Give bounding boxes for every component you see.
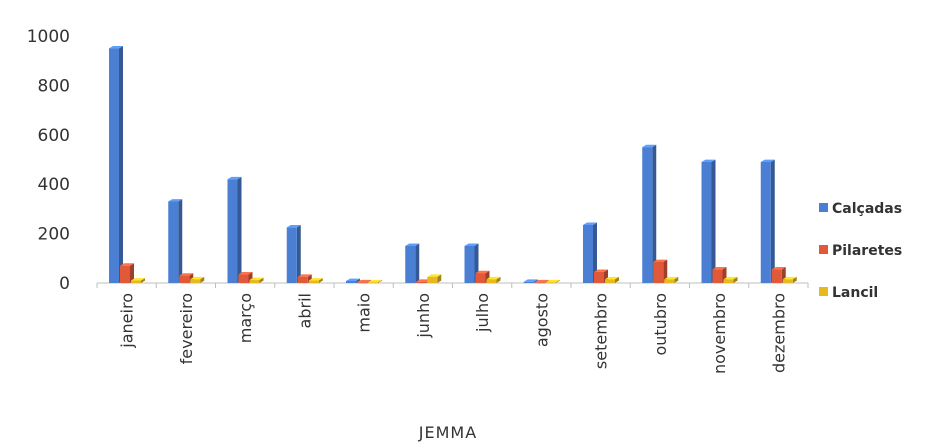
legend-label: Pilaretes (832, 243, 902, 259)
x-tick-label: novembro (710, 293, 729, 374)
bar-pilaretes-7 (534, 279, 549, 284)
bar-caladas-10 (701, 159, 716, 283)
bar-lancil-0 (131, 278, 145, 283)
bar-lancil-7 (545, 279, 560, 284)
y-tick-label: 0 (59, 274, 70, 294)
legend-swatch (819, 287, 828, 296)
bar-caladas-5 (405, 243, 420, 283)
bar-caladas-0 (109, 45, 123, 284)
legend-label: Lancil (832, 285, 878, 301)
bar-lancil-9 (664, 276, 679, 283)
bar-caladas-2 (227, 176, 242, 283)
x-tick-label: março (236, 293, 255, 343)
x-tick-label: dezembro (769, 293, 788, 373)
x-tick-label: setembro (592, 293, 611, 369)
legend-swatch (819, 203, 828, 212)
bar-lancil-2 (249, 277, 264, 283)
x-tick-label: abril (295, 293, 314, 328)
bar-pilaretes-4 (357, 279, 371, 284)
bar-pilaretes-11 (771, 267, 786, 283)
legend-item: Lancil (819, 285, 878, 301)
x-tick-label: fevereiro (177, 293, 196, 364)
bar-lancil-3 (308, 278, 323, 283)
bar-pilaretes-9 (653, 259, 668, 283)
bar-caladas-9 (642, 144, 657, 283)
bar-lancil-10 (723, 276, 738, 283)
x-tick-label: janeiro (118, 293, 137, 349)
y-tick-label: 200 (38, 225, 70, 245)
y-tick-label: 1000 (27, 27, 70, 47)
bar-lancil-1 (190, 276, 205, 283)
legend-item: Pilaretes (819, 243, 902, 259)
legend-label: Calçadas (832, 201, 902, 217)
x-tick-label: outubro (651, 293, 670, 356)
x-tick-label: agosto (532, 293, 551, 347)
bar-lancil-6 (486, 276, 501, 283)
bar-lancil-5 (427, 274, 442, 283)
bar-caladas-4 (346, 278, 360, 283)
bar-lancil-8 (605, 276, 619, 283)
bar-caladas-11 (760, 159, 775, 283)
legend-item: Calçadas (819, 201, 902, 217)
x-tick-label: maio (355, 293, 374, 333)
y-tick-label: 800 (38, 76, 70, 96)
y-tick-label: 600 (38, 126, 70, 146)
bar-caladas-1 (168, 199, 183, 283)
x-tick-label: junho (414, 293, 433, 339)
bar-caladas-3 (286, 225, 301, 283)
x-axis: janeiro fevereiro março abril maio junho julho… (96, 283, 809, 374)
legend: Calçadas Pilaretes Lancil (819, 201, 902, 301)
legend-swatch (819, 245, 828, 254)
bars (109, 45, 797, 284)
bar-caladas-8 (583, 222, 597, 283)
bar-caladas-7 (523, 279, 538, 283)
x-tick-label: julho (473, 293, 492, 333)
bar-lancil-4 (368, 279, 382, 284)
y-tick-label: 400 (38, 175, 70, 195)
x-axis-title: JEMMA (418, 423, 477, 442)
bar-lancil-11 (782, 276, 797, 283)
bar-pilaretes-0 (120, 263, 134, 283)
